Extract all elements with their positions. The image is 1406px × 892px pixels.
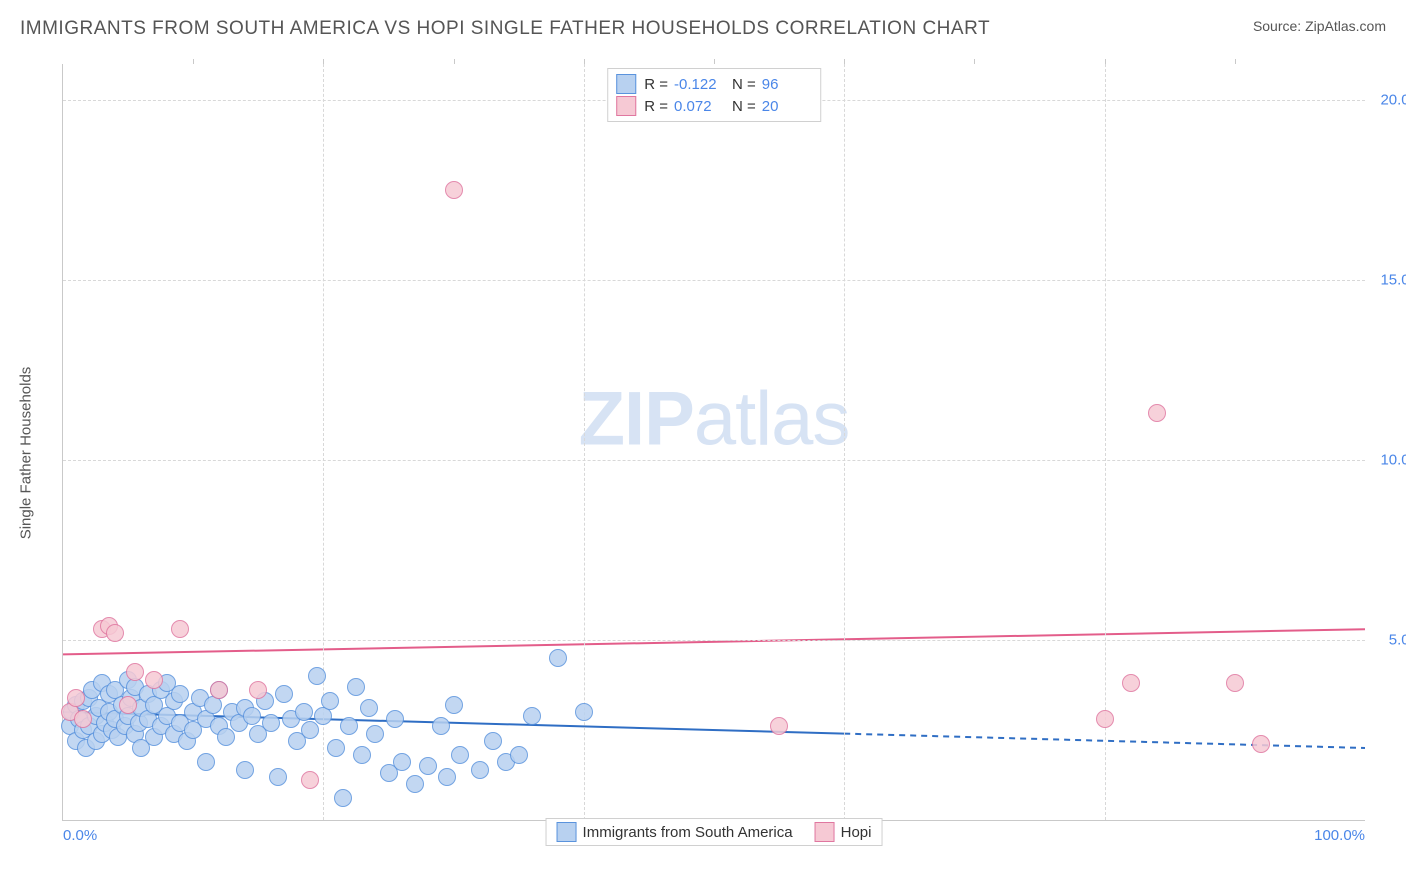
legend-n-label: N = (732, 98, 756, 115)
data-point (1252, 735, 1270, 753)
data-point (523, 707, 541, 725)
x-tick-label: 0.0% (63, 827, 97, 844)
y-tick-label: 20.0% (1380, 92, 1406, 109)
data-point (301, 771, 319, 789)
data-point (484, 732, 502, 750)
legend-series: Immigrants from South America Hopi (546, 818, 883, 846)
data-point (197, 753, 215, 771)
data-point (575, 703, 593, 721)
data-point (308, 667, 326, 685)
top-tick (193, 59, 194, 64)
data-point (249, 681, 267, 699)
legend-swatch (616, 74, 636, 94)
data-point (770, 717, 788, 735)
data-point (1226, 674, 1244, 692)
data-point (262, 714, 280, 732)
legend-r-label: R = (644, 76, 668, 93)
data-point (327, 739, 345, 757)
data-point (353, 746, 371, 764)
data-point (360, 699, 378, 717)
legend-stat-row: R = -0.122 N = 96 (616, 73, 812, 95)
chart-title: IMMIGRANTS FROM SOUTH AMERICA VS HOPI SI… (20, 18, 990, 40)
legend-swatch (815, 822, 835, 842)
y-tick-label: 10.0% (1380, 452, 1406, 469)
data-point (236, 761, 254, 779)
y-axis-label: Single Father Households (18, 367, 35, 540)
legend-series-label: Immigrants from South America (583, 824, 793, 841)
data-point (510, 746, 528, 764)
data-point (171, 685, 189, 703)
data-point (321, 692, 339, 710)
data-point (275, 685, 293, 703)
data-point (445, 696, 463, 714)
data-point (243, 707, 261, 725)
top-tick (1235, 59, 1236, 64)
data-point (549, 649, 567, 667)
y-tick-label: 5.0% (1389, 632, 1406, 649)
legend-n-label: N = (732, 76, 756, 93)
legend-stats: R = -0.122 N = 96 R = 0.072 N = 20 (607, 68, 821, 122)
legend-n-value: 96 (762, 76, 812, 93)
top-tick (974, 59, 975, 64)
data-point (340, 717, 358, 735)
data-point (445, 181, 463, 199)
watermark: ZIPatlas (579, 376, 850, 463)
data-point (1096, 710, 1114, 728)
legend-series-item: Hopi (815, 822, 872, 842)
legend-n-value: 20 (762, 98, 812, 115)
gridline-h (63, 640, 1365, 641)
data-point (1148, 404, 1166, 422)
gridline-h (63, 460, 1365, 461)
data-point (295, 703, 313, 721)
data-point (386, 710, 404, 728)
gridline-v (844, 64, 845, 820)
data-point (419, 757, 437, 775)
plot-area: ZIPatlas R =-0.122N =96R =0.072N =20 Imm… (62, 64, 1365, 821)
legend-stat-row: R = 0.072 N = 20 (616, 95, 812, 117)
data-point (471, 761, 489, 779)
data-point (210, 681, 228, 699)
y-tick-label: 15.0% (1380, 272, 1406, 289)
data-point (451, 746, 469, 764)
source-label: Source: ZipAtlas.com (1253, 18, 1386, 34)
data-point (171, 620, 189, 638)
chart-container: Single Father Households ZIPatlas R =-0.… (40, 58, 1380, 848)
gridline-v (1105, 64, 1106, 820)
data-point (406, 775, 424, 793)
data-point (269, 768, 287, 786)
data-point (432, 717, 450, 735)
data-point (334, 789, 352, 807)
top-tick (454, 59, 455, 64)
data-point (74, 710, 92, 728)
data-point (67, 689, 85, 707)
data-point (217, 728, 235, 746)
data-point (366, 725, 384, 743)
gridline-h (63, 280, 1365, 281)
data-point (393, 753, 411, 771)
data-point (438, 768, 456, 786)
legend-series-item: Immigrants from South America (557, 822, 793, 842)
data-point (301, 721, 319, 739)
legend-swatch (616, 96, 636, 116)
data-point (126, 663, 144, 681)
data-point (1122, 674, 1140, 692)
data-point (145, 671, 163, 689)
top-tick (323, 59, 324, 64)
data-point (119, 696, 137, 714)
top-tick (1105, 59, 1106, 64)
top-tick (584, 59, 585, 64)
data-point (106, 624, 124, 642)
legend-series-label: Hopi (841, 824, 872, 841)
top-tick (844, 59, 845, 64)
top-tick (714, 59, 715, 64)
legend-r-value: -0.122 (674, 76, 724, 93)
legend-r-value: 0.072 (674, 98, 724, 115)
x-tick-label: 100.0% (1314, 827, 1365, 844)
legend-swatch (557, 822, 577, 842)
data-point (347, 678, 365, 696)
legend-r-label: R = (644, 98, 668, 115)
